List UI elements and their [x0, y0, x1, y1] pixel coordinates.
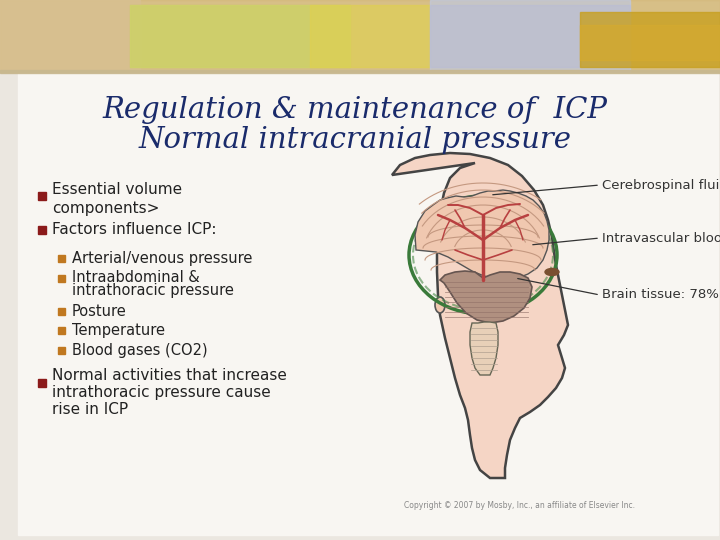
Text: rise in ICP: rise in ICP	[52, 402, 128, 417]
Bar	[580, 25, 720, 60]
Text: Normal activities that increase: Normal activities that increase	[52, 368, 287, 383]
Text: Normal intracranial pressure: Normal intracranial pressure	[138, 126, 572, 154]
Bar	[0, 0, 720, 72]
PathPatch shape	[440, 271, 532, 323]
Bar	[58, 254, 65, 261]
Ellipse shape	[435, 297, 445, 313]
Bar	[58, 347, 65, 354]
PathPatch shape	[415, 190, 549, 280]
Text: Factors influence ICP:: Factors influence ICP:	[52, 222, 217, 238]
Bar	[130, 5, 350, 67]
Text: components>: components>	[52, 200, 159, 215]
PathPatch shape	[392, 153, 568, 478]
Text: Essential volume: Essential volume	[52, 183, 182, 198]
Text: Cerebrospinal fluid: 10%: Cerebrospinal fluid: 10%	[602, 179, 720, 192]
Bar	[430, 0, 630, 72]
Text: Arterial/venous pressure: Arterial/venous pressure	[72, 251, 253, 266]
Bar	[38, 379, 46, 387]
Bar	[430, 5, 630, 67]
Bar	[310, 5, 430, 67]
Ellipse shape	[545, 268, 559, 275]
Text: Brain tissue: 78%: Brain tissue: 78%	[602, 288, 719, 301]
Bar	[18, 73, 718, 535]
Text: Intravascular blood: 12%: Intravascular blood: 12%	[602, 232, 720, 245]
Bar	[580, 12, 720, 67]
Text: Regulation & maintenance of  ICP: Regulation & maintenance of ICP	[102, 96, 608, 124]
Bar	[38, 226, 46, 234]
Bar	[58, 327, 65, 334]
Bar	[0, 70, 720, 73]
Text: Copyright © 2007 by Mosby, Inc., an affiliate of Elsevier Inc.: Copyright © 2007 by Mosby, Inc., an affi…	[405, 501, 636, 510]
Text: Temperature: Temperature	[72, 322, 165, 338]
Text: Intraabdominal &: Intraabdominal &	[72, 271, 199, 286]
Bar	[130, 5, 350, 67]
Text: Blood gases (CO2): Blood gases (CO2)	[72, 342, 207, 357]
Text: Posture: Posture	[72, 303, 127, 319]
Text: intrathoracic pressure cause: intrathoracic pressure cause	[52, 386, 271, 401]
Bar	[0, 0, 140, 72]
Bar	[58, 307, 65, 314]
Bar	[38, 192, 46, 200]
PathPatch shape	[470, 322, 498, 375]
Bar	[58, 274, 65, 281]
Text: intrathoracic pressure: intrathoracic pressure	[72, 284, 234, 299]
